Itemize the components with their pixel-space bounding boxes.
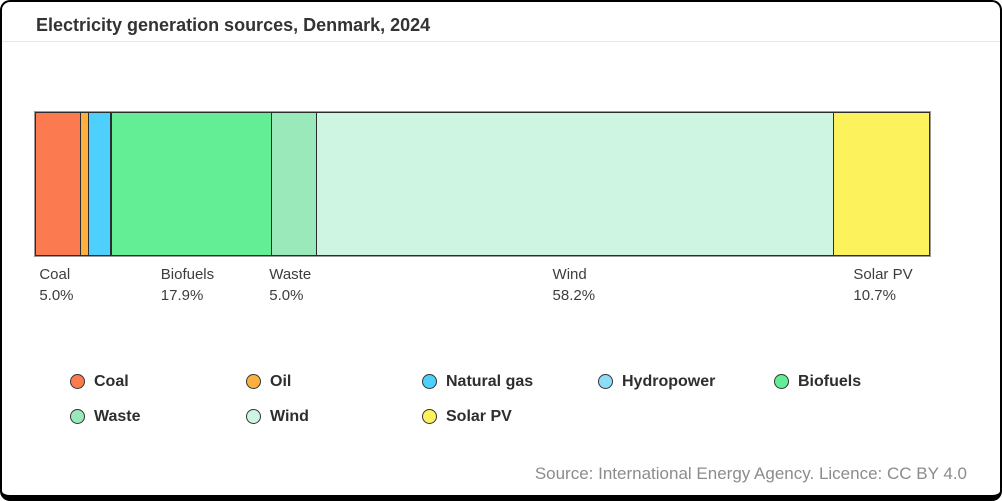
segment-label-solar-pv: Solar PV 10.7% xyxy=(853,264,912,306)
legend-item-hydropower[interactable]: Hydropower xyxy=(598,371,774,392)
legend-item-coal[interactable]: Coal xyxy=(70,371,246,392)
legend-marker-oil xyxy=(246,374,261,389)
legend-label: Wind xyxy=(270,407,309,425)
legend-item-waste[interactable]: Waste xyxy=(70,406,246,427)
bar-segment-wind[interactable] xyxy=(316,112,835,256)
segment-label-biofuels: Biofuels 17.9% xyxy=(161,264,214,306)
legend-marker-coal xyxy=(70,374,85,389)
chart-title: Electricity generation sources, Denmark,… xyxy=(36,15,431,35)
bar-segment-coal[interactable] xyxy=(35,112,82,256)
legend-item-biofuels[interactable]: Biofuels xyxy=(774,371,950,392)
bar-segment-waste[interactable] xyxy=(270,112,318,256)
legend-item-wind[interactable]: Wind xyxy=(246,406,422,427)
segment-label-wind: Wind 58.2% xyxy=(553,264,596,306)
segment-label-value: 5.0% xyxy=(39,287,74,304)
legend-marker-wind xyxy=(246,409,261,424)
legend-item-natural-gas[interactable]: Natural gas xyxy=(422,371,598,392)
segment-label-name: Wind xyxy=(552,266,587,283)
legend-label: Waste xyxy=(94,407,141,425)
bar-segment-biofuels[interactable] xyxy=(111,112,272,256)
source-attribution: Source: International Energy Agency. Lic… xyxy=(534,464,967,483)
segment-labels: Coal 5.0% Biofuels 17.9% Waste 5.0% Wind 58.2% S… xyxy=(34,264,931,312)
bar-segment-solar-pv[interactable] xyxy=(833,112,930,256)
legend-label: Biofuels xyxy=(798,372,862,390)
legend-marker-hydropower xyxy=(598,374,613,389)
segment-label-value: 17.9% xyxy=(160,287,204,304)
legend-label: Natural gas xyxy=(446,372,534,390)
legend-label: Hydropower xyxy=(622,372,716,390)
legend-label: Coal xyxy=(94,372,129,390)
legend: Coal Oil Natural gas Hydropower Biofuels Wast… xyxy=(70,371,950,427)
segment-label-waste: Waste 5.0% xyxy=(269,264,311,306)
segment-label-value: 10.7% xyxy=(853,287,896,304)
segment-label-value: 58.2% xyxy=(552,287,596,304)
segment-label-name: Biofuels xyxy=(160,266,215,283)
legend-item-oil[interactable]: Oil xyxy=(246,371,422,392)
segment-label-coal: Coal 5.0% xyxy=(39,264,73,306)
legend-label: Solar PV xyxy=(446,407,512,425)
bar-segment-natural-gas[interactable] xyxy=(87,112,111,256)
title-divider xyxy=(2,41,1000,42)
legend-label: Oil xyxy=(270,372,292,390)
legend-marker-waste xyxy=(70,409,85,424)
stacked-bar xyxy=(34,111,931,257)
segment-label-name: Waste xyxy=(269,266,312,283)
segment-label-value: 5.0% xyxy=(269,287,304,304)
segment-label-name: Coal xyxy=(39,266,71,283)
legend-marker-natural-gas xyxy=(422,374,437,389)
legend-marker-solar-pv xyxy=(422,409,437,424)
legend-marker-biofuels xyxy=(774,374,789,389)
legend-item-solar-pv[interactable]: Solar PV xyxy=(422,406,598,427)
segment-label-name: Solar PV xyxy=(853,266,913,283)
